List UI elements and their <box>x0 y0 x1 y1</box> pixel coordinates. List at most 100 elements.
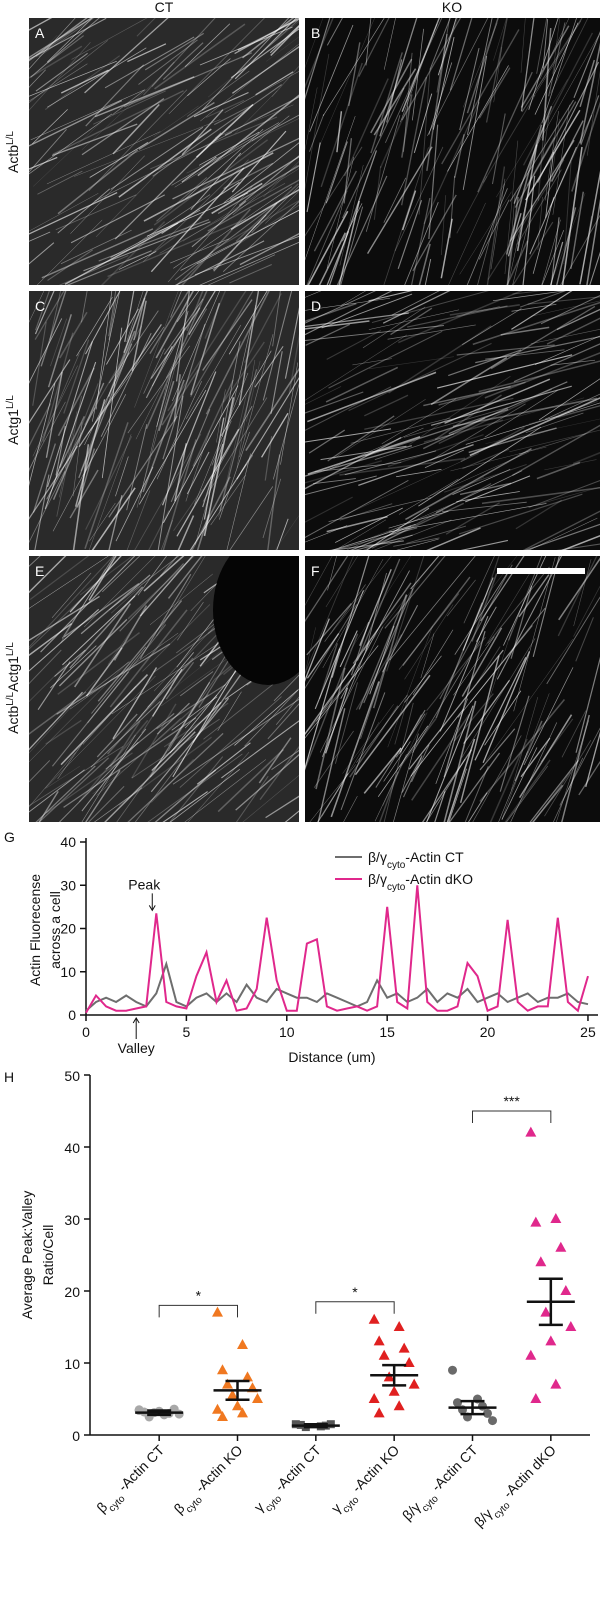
fiber <box>244 293 282 364</box>
fiber <box>244 688 299 747</box>
fiber <box>491 113 506 185</box>
fiber <box>404 202 439 285</box>
fiber <box>191 200 247 248</box>
fiber <box>258 737 292 784</box>
fiber <box>320 445 407 461</box>
fiber <box>448 202 486 285</box>
fiber <box>550 359 596 366</box>
fiber <box>32 443 56 513</box>
x-tick-label-part: β/γ <box>399 1499 424 1524</box>
fiber <box>153 105 199 138</box>
fiber <box>174 199 281 281</box>
fiber <box>486 166 506 285</box>
fiber <box>126 490 151 550</box>
fiber <box>485 638 573 761</box>
fiber <box>156 311 189 427</box>
y-tick-label: 10 <box>60 964 76 980</box>
fiber <box>193 91 249 118</box>
row-label-part: Actg1 <box>5 409 21 445</box>
fiber <box>305 291 376 324</box>
fiber <box>499 695 530 792</box>
fiber <box>509 429 600 453</box>
fiber <box>412 629 454 695</box>
fiber <box>305 334 408 401</box>
data-point <box>565 1321 577 1331</box>
fiber <box>35 18 93 58</box>
fiber <box>305 428 392 443</box>
fiber <box>449 175 456 238</box>
data-point <box>560 1285 572 1295</box>
x-tick-label: γcyto -Actin CT <box>251 1441 328 1518</box>
fiber <box>456 344 555 356</box>
fiber <box>80 334 132 472</box>
fiber <box>305 645 379 739</box>
fiber <box>525 412 584 434</box>
fiber <box>96 713 138 758</box>
fiber <box>561 146 583 285</box>
fiber <box>274 515 299 550</box>
fiber <box>383 177 407 223</box>
fiber <box>29 679 96 754</box>
panel-letter: D <box>311 298 321 314</box>
fiber <box>91 291 120 422</box>
fiber <box>549 193 586 285</box>
fiber <box>317 708 346 822</box>
fiber <box>105 713 175 770</box>
fiber <box>160 520 173 550</box>
x-tick-label-part: -Actin KO <box>189 1442 246 1499</box>
fiber <box>322 18 385 117</box>
fiber <box>400 76 428 206</box>
fiber <box>412 194 457 272</box>
fiber <box>313 730 354 788</box>
fiber <box>30 18 100 78</box>
fiber <box>29 556 115 648</box>
fiber <box>343 78 389 177</box>
fiber <box>169 769 241 822</box>
fiber <box>83 556 156 628</box>
fiber <box>518 714 573 799</box>
fiber <box>550 217 560 285</box>
fiber <box>477 183 506 285</box>
fiber <box>144 32 205 71</box>
fiber <box>42 332 74 442</box>
fiber <box>379 18 418 137</box>
fiber <box>534 335 600 365</box>
fiber <box>305 445 413 477</box>
fiber <box>152 668 183 717</box>
data-point <box>237 1407 248 1418</box>
fiber <box>326 157 355 269</box>
fiber <box>85 647 123 697</box>
fiber <box>201 18 290 111</box>
fiber <box>331 523 416 550</box>
fiber <box>477 71 533 193</box>
fiber <box>265 190 299 224</box>
fiber <box>344 450 437 476</box>
fiber <box>487 159 565 280</box>
significance-bracket <box>158 1304 238 1318</box>
fiber <box>371 291 490 324</box>
fiber <box>34 291 55 335</box>
fiber <box>354 534 413 550</box>
x-tick-label: γcyto -Actin KO <box>328 1442 406 1520</box>
fiber <box>150 307 201 379</box>
fiber <box>29 403 52 448</box>
fiber <box>168 18 265 114</box>
fiber <box>512 204 534 285</box>
fiber <box>29 60 117 97</box>
fiber <box>156 177 208 222</box>
fiber <box>546 317 600 345</box>
fiber <box>458 493 583 535</box>
fiber <box>500 326 550 336</box>
fiber <box>127 556 195 620</box>
fiber <box>398 593 460 670</box>
data-point <box>378 1349 390 1360</box>
fiber <box>181 156 217 183</box>
fiber <box>369 625 395 695</box>
fiber <box>448 349 522 377</box>
fiber <box>561 714 590 822</box>
fiber <box>373 519 452 550</box>
fiber <box>393 537 440 547</box>
fiber <box>57 740 85 780</box>
fiber <box>532 556 560 657</box>
fiber <box>157 395 184 550</box>
